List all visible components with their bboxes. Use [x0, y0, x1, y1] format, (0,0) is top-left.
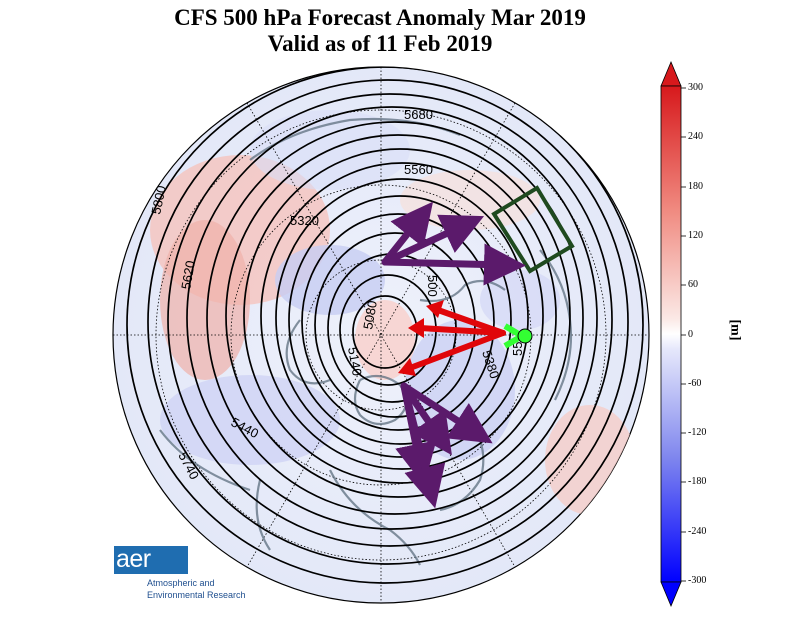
- contour-label: 5140: [345, 346, 365, 377]
- contour-label: 5620: [178, 259, 198, 290]
- colorbar-tick: -300: [688, 575, 707, 586]
- colorbar-bottom-arrow: [660, 581, 682, 608]
- purple-arrows-lower: [395, 382, 493, 509]
- colorbar-tick: -120: [688, 427, 707, 438]
- colorbar-tick: -60: [688, 378, 702, 389]
- red-arrow: [435, 307, 506, 336]
- purple-arrow: [400, 382, 452, 456]
- red-arrow: [407, 330, 506, 371]
- contour-label: 5680: [404, 107, 433, 122]
- positive-anomaly-pole: [355, 300, 415, 380]
- negative-anomaly-southwest: [160, 375, 340, 465]
- purple-arrow: [381, 243, 526, 286]
- contour-label: 55: [510, 342, 525, 356]
- contour-label: 5320: [290, 213, 319, 228]
- purple-arrow: [400, 382, 446, 509]
- colorbar-tick: 0: [688, 329, 693, 340]
- map-subtitle: Valid as of 11 Feb 2019: [267, 31, 493, 56]
- aer-logo-name-line1: Atmospheric and: [147, 578, 215, 588]
- colorbar-tick: -180: [688, 476, 707, 487]
- colorbar-top-arrow: [660, 60, 682, 87]
- height-contours: [126, 67, 644, 584]
- aer-logo: [114, 546, 188, 574]
- colorbar-tick: 120: [688, 230, 703, 241]
- purple-arrows-upper: [381, 201, 526, 286]
- colorbar-tick: -240: [688, 526, 707, 537]
- colorbar-tick: 240: [688, 131, 703, 142]
- contour-label: 5560: [404, 162, 433, 177]
- purple-arrow: [381, 214, 485, 266]
- positive-anomaly-east: [545, 405, 635, 515]
- aer-logo-mark: aer: [116, 545, 151, 573]
- purple-arrow: [381, 201, 434, 266]
- map-title: CFS 500 hPa Forecast Anomaly Mar 2019: [174, 5, 586, 30]
- colorbar-tick: 60: [688, 279, 698, 290]
- contour-label: 500: [425, 275, 440, 297]
- red-arrow: [417, 325, 506, 336]
- contour-label: 5080: [360, 299, 380, 330]
- colorbar: [660, 60, 686, 608]
- colorbar-unit-label: [m]: [727, 319, 743, 341]
- colorbar-gradient: [660, 85, 682, 583]
- colorbar-tick: 180: [688, 181, 703, 192]
- purple-arrow: [400, 382, 493, 444]
- red-arrows: [398, 300, 506, 376]
- aer-logo-name-line2: Environmental Research: [147, 590, 246, 600]
- colorbar-tick: 300: [688, 82, 703, 93]
- map-disc: 5680 5560 5320 5800 5620 5080 5140 5440 …: [112, 66, 650, 604]
- green-marker: [503, 323, 533, 349]
